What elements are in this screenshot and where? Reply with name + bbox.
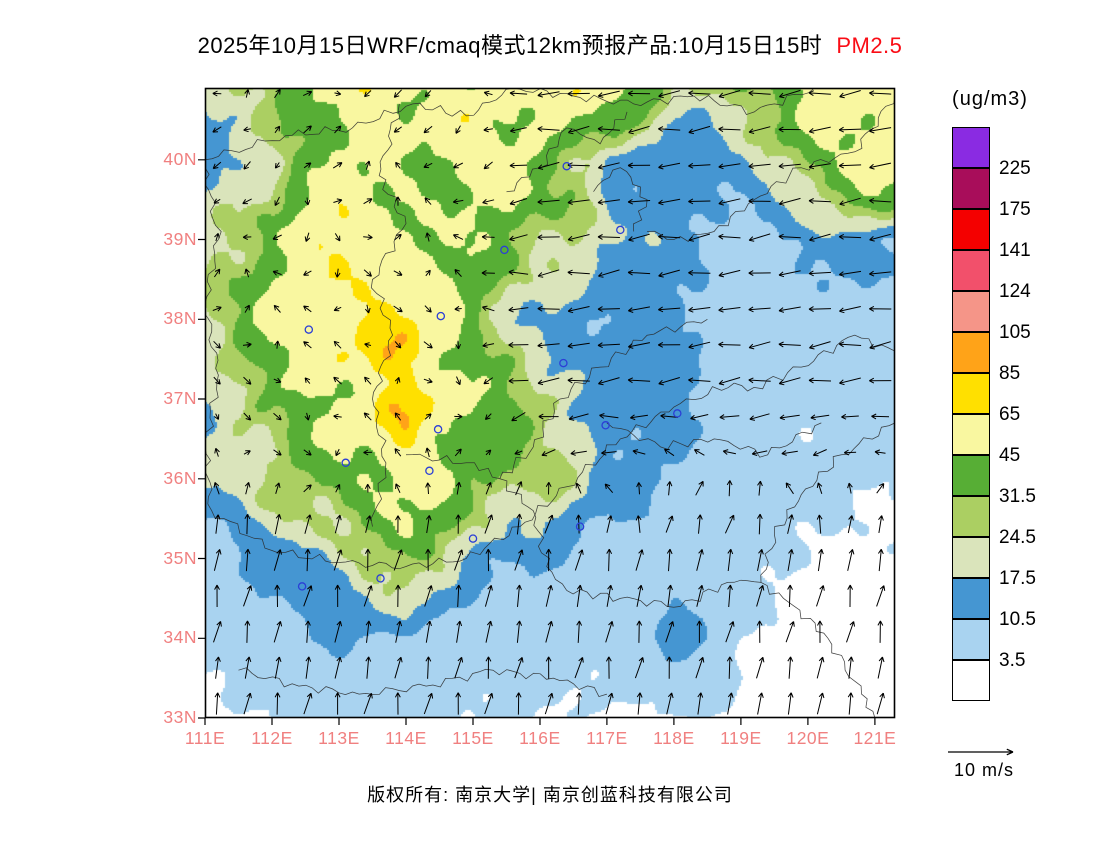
- legend-value-label: 17.5: [999, 568, 1036, 589]
- wind-scale-label: 10 m/s: [953, 760, 1015, 780]
- legend-color-box: [952, 578, 990, 619]
- station-marker: [376, 574, 385, 583]
- lon-tick-label: 112E: [251, 728, 293, 748]
- legend-value-label: 3.5: [999, 650, 1026, 671]
- legend-color-box: [952, 414, 990, 455]
- boundary-line: [566, 579, 762, 608]
- station-marker: [341, 458, 350, 468]
- legend-color-box: [952, 373, 990, 414]
- boundary-line: [606, 422, 822, 458]
- title-pollutant-label: PM2.5: [836, 33, 903, 58]
- boundary-line: [734, 334, 895, 392]
- boundary-line: [499, 318, 708, 479]
- lon-tick-label: 111E: [184, 728, 226, 748]
- station-marker: [436, 311, 446, 321]
- lon-tick-label: 114E: [385, 728, 427, 748]
- boundary-line: [211, 382, 735, 570]
- station-marker: [673, 409, 682, 418]
- boundary-line: [593, 167, 648, 232]
- axis-ticks: [198, 159, 876, 725]
- legend-color-box: [952, 660, 990, 701]
- legend-value-label: 105: [999, 322, 1031, 343]
- station-marker: [575, 522, 585, 531]
- wind-scale-arrow-icon: [948, 748, 1014, 756]
- lat-tick-label: 39N: [163, 228, 197, 249]
- legend-value-label: 124: [999, 281, 1031, 302]
- lat-tick-label: 34N: [163, 627, 197, 648]
- legend-value-label: 31.5: [999, 486, 1036, 507]
- lat-tick-label: 36N: [163, 467, 197, 488]
- boundary-line: [370, 103, 407, 527]
- lon-tick-label: 116E: [519, 728, 561, 748]
- boundary-line: [506, 111, 628, 193]
- legend-value-label: 85: [999, 363, 1021, 384]
- legend-color-box: [952, 332, 990, 373]
- boundary-line: [405, 453, 568, 591]
- legend-color-box: [952, 168, 990, 209]
- station-marker: [297, 582, 307, 591]
- legend-color-box: [952, 619, 990, 660]
- station-marker: [304, 325, 314, 334]
- legend-color-box: [952, 291, 990, 332]
- lon-tick-label: 115E: [452, 728, 494, 748]
- legend-value-label: 225: [999, 158, 1031, 179]
- legend-value-label: 141: [999, 240, 1031, 261]
- lon-tick-label: 119E: [720, 728, 762, 748]
- legend-value-label: 45: [999, 445, 1021, 466]
- station-marker: [616, 225, 625, 235]
- lat-tick-label: 35N: [163, 547, 197, 568]
- boundary-line: [760, 422, 895, 718]
- station-marker: [433, 425, 443, 434]
- lat-tick-label: 37N: [163, 388, 197, 408]
- lat-tick-label: 38N: [163, 308, 197, 329]
- lon-tick-label: 121E: [853, 728, 897, 748]
- title-text: 2025年10月15日WRF/cmaq模式12km预报产品:10月15日15时: [197, 33, 823, 58]
- lon-tick-label: 118E: [653, 728, 695, 748]
- station-marker: [601, 421, 610, 430]
- boundary-line: [513, 88, 815, 116]
- legend-value-label: 10.5: [999, 609, 1036, 630]
- wind-arrow: [212, 88, 892, 715]
- legend-color-box: [952, 455, 990, 496]
- copyright-footer: 版权所有: 南京大学| 南京创蓝科技有限公司: [367, 785, 733, 805]
- legend-color-box: [952, 496, 990, 537]
- legend-color-box: [952, 250, 990, 291]
- boundary-line: [647, 95, 895, 242]
- legend-color-box: [952, 209, 990, 250]
- station-marker: [562, 161, 571, 171]
- figure-title: 2025年10月15日WRF/cmaq模式12km预报产品:10月15日15时 P…: [0, 28, 1100, 60]
- lon-tick-label: 120E: [786, 728, 830, 748]
- station-marker: [425, 466, 434, 476]
- legend-color-box: [952, 537, 990, 578]
- lat-tick-label: 40N: [163, 148, 197, 169]
- lon-tick-label: 117E: [586, 728, 628, 748]
- station-marker: [468, 534, 478, 543]
- legend-value-label: 175: [999, 199, 1031, 220]
- boundary-line: [205, 88, 514, 161]
- legend-color-box: [952, 127, 990, 168]
- map-frame: [204, 87, 896, 719]
- legend-value-label: 24.5: [999, 527, 1036, 548]
- pm25-fill-canvas: [205, 88, 895, 718]
- colorbar-unit-label: (ug/m3): [952, 88, 1028, 110]
- station-marker: [500, 245, 509, 255]
- station-marker: [559, 358, 568, 368]
- lon-tick-label: 113E: [318, 728, 360, 748]
- boundary-line: [238, 667, 608, 698]
- lat-tick-label: 33N: [163, 707, 197, 727]
- legend-value-label: 65: [999, 404, 1021, 425]
